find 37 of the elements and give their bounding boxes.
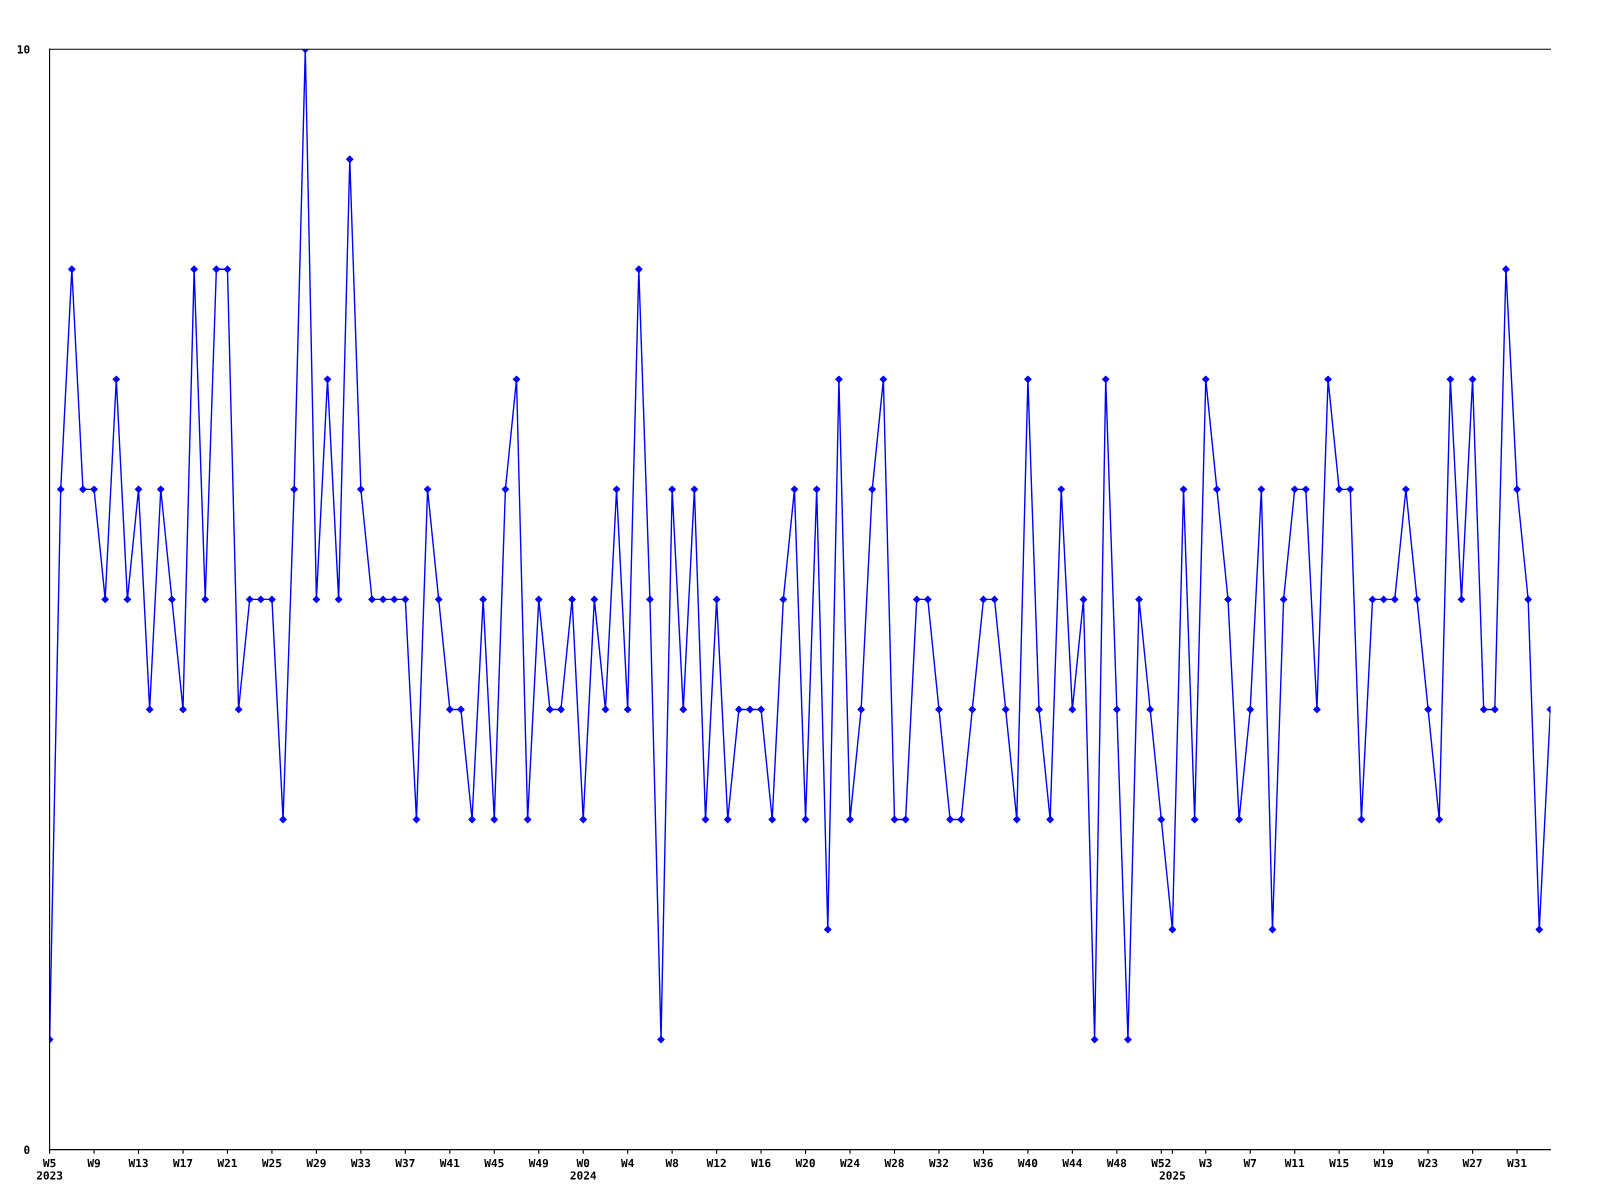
x-tick-label: W16 bbox=[751, 1158, 771, 1168]
x-tick-label: W5 2023 bbox=[36, 1158, 63, 1180]
x-tick-label: W32 bbox=[928, 1158, 949, 1168]
x-tick-label: 2025 bbox=[1159, 1171, 1186, 1180]
x-tick-label: W11 bbox=[1284, 1158, 1305, 1168]
x-tick-label: W28 bbox=[884, 1158, 904, 1168]
x-tick-label: W29 bbox=[306, 1158, 326, 1168]
x-tick-label: W21 bbox=[217, 1158, 237, 1168]
x-tick-label: W17 bbox=[172, 1158, 193, 1168]
x-tick-label: W25 bbox=[261, 1158, 282, 1168]
x-tick-label: W45 bbox=[484, 1158, 504, 1168]
x-tick-label: W7 bbox=[1243, 1158, 1257, 1168]
x-tick-label: W13 bbox=[128, 1158, 148, 1168]
x-tick-label: W12 bbox=[706, 1158, 726, 1168]
x-tick-label: W36 bbox=[973, 1158, 993, 1168]
x-tick-label: W41 bbox=[439, 1158, 460, 1168]
x-tick-label: W49 bbox=[528, 1158, 549, 1168]
x-tick-label: W20 bbox=[795, 1158, 815, 1168]
x-tick-label: W4 bbox=[621, 1158, 634, 1168]
x-tick-label: W8 bbox=[665, 1158, 679, 1168]
x-tick-label: W44 bbox=[1062, 1158, 1082, 1168]
x-tick-label: W0 2024 bbox=[570, 1158, 597, 1180]
x-tick-label: W48 bbox=[1106, 1158, 1127, 1168]
y-tick-label: 10 bbox=[17, 45, 30, 54]
x-tick-label: W40 bbox=[1017, 1158, 1038, 1168]
x-tick-label: W33 bbox=[350, 1158, 371, 1168]
x-tick-label: W3 bbox=[1199, 1158, 1212, 1168]
y-tick-label: 0 bbox=[24, 1145, 30, 1154]
x-tick-label: W9 bbox=[87, 1158, 101, 1168]
x-tick-label: W31 bbox=[1507, 1158, 1527, 1168]
x-tick-label: W24 bbox=[839, 1158, 860, 1168]
x-tick-label: W52 bbox=[1151, 1158, 1171, 1168]
x-tick-label: W15 bbox=[1329, 1158, 1349, 1168]
x-tick-label: W23 bbox=[1418, 1158, 1438, 1168]
x-tick-label: W19 bbox=[1373, 1158, 1393, 1168]
x-tick-label: W27 bbox=[1462, 1158, 1482, 1168]
x-tick-label: W37 bbox=[395, 1158, 415, 1168]
